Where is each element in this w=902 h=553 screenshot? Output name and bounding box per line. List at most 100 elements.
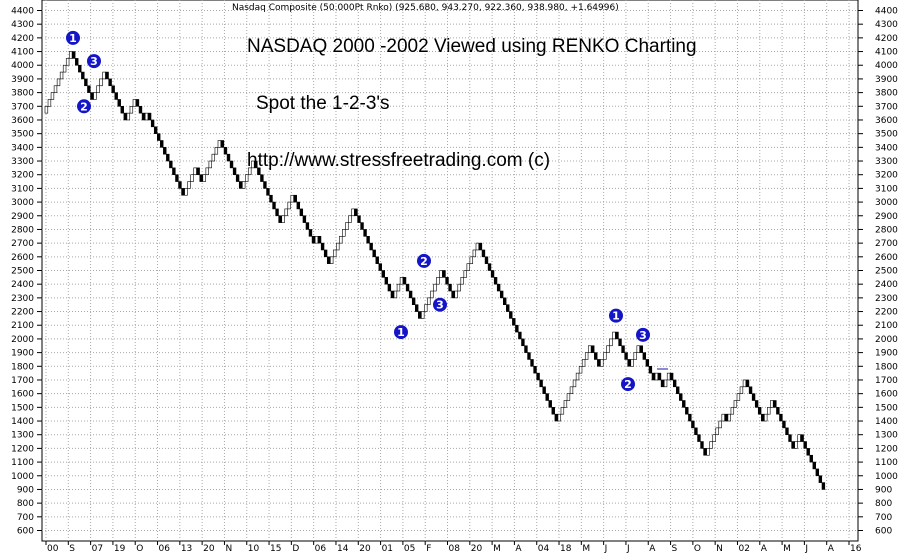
- renko-brick-up: [430, 290, 434, 299]
- renko-brick-up: [709, 441, 713, 449]
- renko-brick-down: [305, 222, 310, 230]
- renko-brick-up: [399, 277, 404, 285]
- renko-brick-down: [266, 188, 270, 196]
- renko-brick-down: [75, 58, 79, 66]
- y-tick-label: 4300: [875, 20, 898, 30]
- renko-brick-down: [748, 386, 753, 394]
- renko-brick-up: [93, 92, 97, 100]
- renko-brick-down: [387, 283, 392, 292]
- renko-brick-down: [685, 407, 689, 415]
- renko-brick-down: [108, 78, 112, 87]
- renko-brick-up: [603, 352, 607, 360]
- renko-brick-down: [551, 407, 555, 415]
- renko-brick-up: [339, 235, 343, 244]
- renko-brick-up: [424, 304, 428, 312]
- renko-brick-down: [815, 468, 820, 477]
- y-tick-label: 800: [875, 499, 892, 509]
- renko-brick-up: [132, 99, 137, 107]
- renko-brick-down: [615, 331, 619, 340]
- x-tick-label: 20: [203, 544, 215, 553]
- marker-3-icon: [636, 327, 650, 342]
- renko-brick-up: [184, 188, 188, 196]
- x-tick-label: M: [783, 544, 791, 553]
- y-tick-label: 4000: [875, 61, 898, 71]
- renko-brick-up: [144, 112, 149, 121]
- renko-brick-down: [302, 215, 307, 223]
- y-tick-label: 2500: [875, 267, 898, 277]
- renko-brick-down: [803, 441, 807, 449]
- x-tick-label: 06: [159, 544, 171, 553]
- renko-brick-down: [618, 338, 622, 347]
- renko-brick-down: [105, 71, 109, 80]
- y-tick-label: 3200: [11, 171, 34, 181]
- renko-brick-down: [123, 112, 128, 121]
- renko-brick-down: [87, 85, 91, 93]
- renko-brick-down: [800, 434, 804, 442]
- y-tick-label: 3900: [875, 75, 898, 85]
- renko-brick-up: [208, 160, 212, 169]
- y-tick-label: 600: [875, 527, 892, 537]
- y-tick-label: 1900: [11, 349, 34, 359]
- renko-brick-down: [788, 434, 792, 442]
- renko-brick-up: [187, 181, 191, 189]
- renko-brick-down: [326, 256, 331, 264]
- marker-2-icon: [77, 99, 91, 114]
- renko-brick-up: [217, 140, 222, 148]
- renko-brick-up: [205, 167, 209, 176]
- renko-brick-up: [663, 379, 668, 388]
- renko-brick-up: [436, 277, 440, 285]
- grid: [42, 0, 858, 541]
- renko-brick-down: [372, 249, 376, 258]
- renko-brick-down: [320, 242, 325, 251]
- renko-brick-down: [263, 181, 267, 189]
- y-tick-label: 4000: [11, 61, 34, 71]
- renko-brick-down: [114, 92, 118, 100]
- renko-brick-down: [223, 147, 228, 155]
- renko-brick-down: [627, 359, 631, 367]
- y-tick-label: 900: [875, 485, 892, 495]
- x-tick-label: O: [694, 544, 701, 553]
- renko-brick-down: [506, 304, 510, 312]
- marker-label: 3: [639, 329, 647, 342]
- y-tick-label: 3000: [11, 198, 34, 208]
- y-tick-label: 3200: [875, 171, 898, 181]
- renko-brick-down: [232, 167, 237, 176]
- renko-brick-down: [296, 201, 301, 210]
- y-tick-label: 3000: [875, 198, 898, 208]
- renko-brick-up: [193, 167, 197, 176]
- renko-brick-down: [776, 407, 780, 415]
- x-tick-label: 02: [738, 544, 749, 553]
- renko-brick-down: [481, 249, 486, 258]
- renko-brick-down: [120, 105, 124, 114]
- renko-brick-up: [563, 400, 568, 408]
- chart-header: Nasdaq Composite (50.000Pt Rnko) (925.68…: [232, 3, 619, 13]
- y-tick-label: 1600: [875, 390, 898, 400]
- renko-brick-down: [524, 345, 528, 353]
- renko-brick-up: [569, 386, 574, 394]
- renko-brick-down: [694, 427, 698, 436]
- renko-brick-down: [257, 167, 261, 176]
- renko-brick-up: [345, 222, 349, 230]
- renko-brick-down: [196, 167, 200, 176]
- renko-brick-up: [460, 277, 464, 285]
- renko-brick-down: [521, 338, 525, 347]
- y-tick-label: 1600: [11, 390, 34, 400]
- renko-brick-down: [773, 400, 777, 408]
- renko-brick-up: [742, 379, 747, 388]
- y-tick-label: 3600: [11, 116, 34, 126]
- renko-brick-down: [254, 160, 258, 169]
- renko-brick-down: [509, 311, 513, 319]
- y-tick-label: 2000: [875, 335, 898, 345]
- x-tick-label: N: [716, 544, 723, 553]
- renko-brick-up: [214, 147, 219, 155]
- y-tick-label: 1500: [11, 403, 34, 413]
- renko-brick-up: [727, 413, 731, 422]
- renko-brick-down: [163, 147, 167, 155]
- x-tick-label: 05: [404, 544, 415, 553]
- renko-brick-down: [141, 112, 146, 121]
- renko-brick-down: [512, 318, 516, 326]
- y-tick-label: 2300: [11, 294, 34, 304]
- chart-title: NASDAQ 2000 -2002 Viewed using RENKO Cha…: [247, 36, 697, 57]
- marker-3-icon: [87, 54, 101, 69]
- y-tick-label: 2700: [875, 239, 898, 249]
